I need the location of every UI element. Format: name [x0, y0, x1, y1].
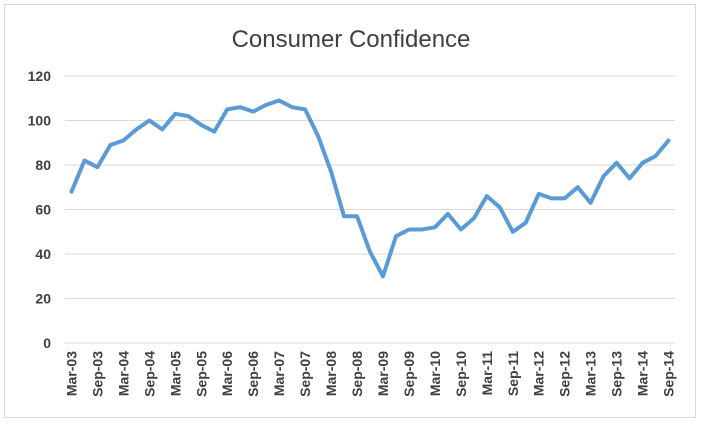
y-tick-label: 120	[28, 68, 52, 84]
x-tick-label: Mar-13	[583, 351, 599, 396]
chart-title: Consumer Confidence	[232, 26, 471, 53]
x-tick-label: Sep-05	[193, 351, 209, 397]
x-tick-label: Sep-07	[297, 351, 313, 397]
x-tick-label: Sep-09	[401, 351, 417, 397]
x-tick-label: Mar-12	[531, 351, 547, 396]
y-tick-label: 80	[35, 157, 51, 173]
x-tick-label: Mar-11	[479, 351, 495, 396]
x-tick-label: Mar-07	[271, 351, 287, 396]
x-tick-label: Sep-04	[141, 351, 157, 397]
y-tick-label: 20	[35, 291, 51, 307]
series-line	[69, 98, 671, 279]
consumer-confidence-chart: Consumer Confidence 0 20 40 60 80 100 120 Mar-…	[28, 26, 677, 397]
y-tick-label: 40	[35, 246, 51, 262]
x-tick-label: Mar-08	[323, 351, 339, 396]
y-tick-label: 100	[28, 113, 52, 129]
x-tick-label: Sep-08	[349, 351, 365, 397]
x-tick-label: Mar-10	[427, 351, 443, 396]
x-tick-label: Sep-03	[89, 351, 105, 397]
x-tick-label: Mar-14	[635, 351, 651, 396]
x-tick-label: Sep-12	[557, 351, 573, 397]
x-tick-label: Mar-06	[219, 351, 235, 396]
gridlines	[65, 75, 675, 344]
x-tick-label: Sep-14	[661, 351, 677, 397]
x-tick-label: Mar-04	[115, 351, 131, 396]
x-tick-label: Sep-06	[245, 351, 261, 397]
y-tick-label: 0	[43, 335, 51, 351]
x-tick-label: Mar-09	[375, 351, 391, 396]
y-tick-label: 60	[35, 202, 51, 218]
x-tick-label: Sep-13	[609, 351, 625, 397]
x-tick-label: Sep-10	[453, 351, 469, 397]
x-axis-ticks: Mar-03 Sep-03 Mar-04 Sep-04 Mar-05 Sep-05 Mar-…	[63, 351, 676, 397]
chart-frame: Consumer Confidence 0 20 40 60 80 100 120 Mar-…	[4, 4, 696, 418]
x-tick-label: Mar-05	[167, 351, 183, 396]
x-tick-label: Mar-03	[63, 351, 79, 396]
y-axis-ticks: 0 20 40 60 80 100 120	[28, 68, 52, 351]
x-tick-label: Sep-11	[505, 351, 521, 396]
